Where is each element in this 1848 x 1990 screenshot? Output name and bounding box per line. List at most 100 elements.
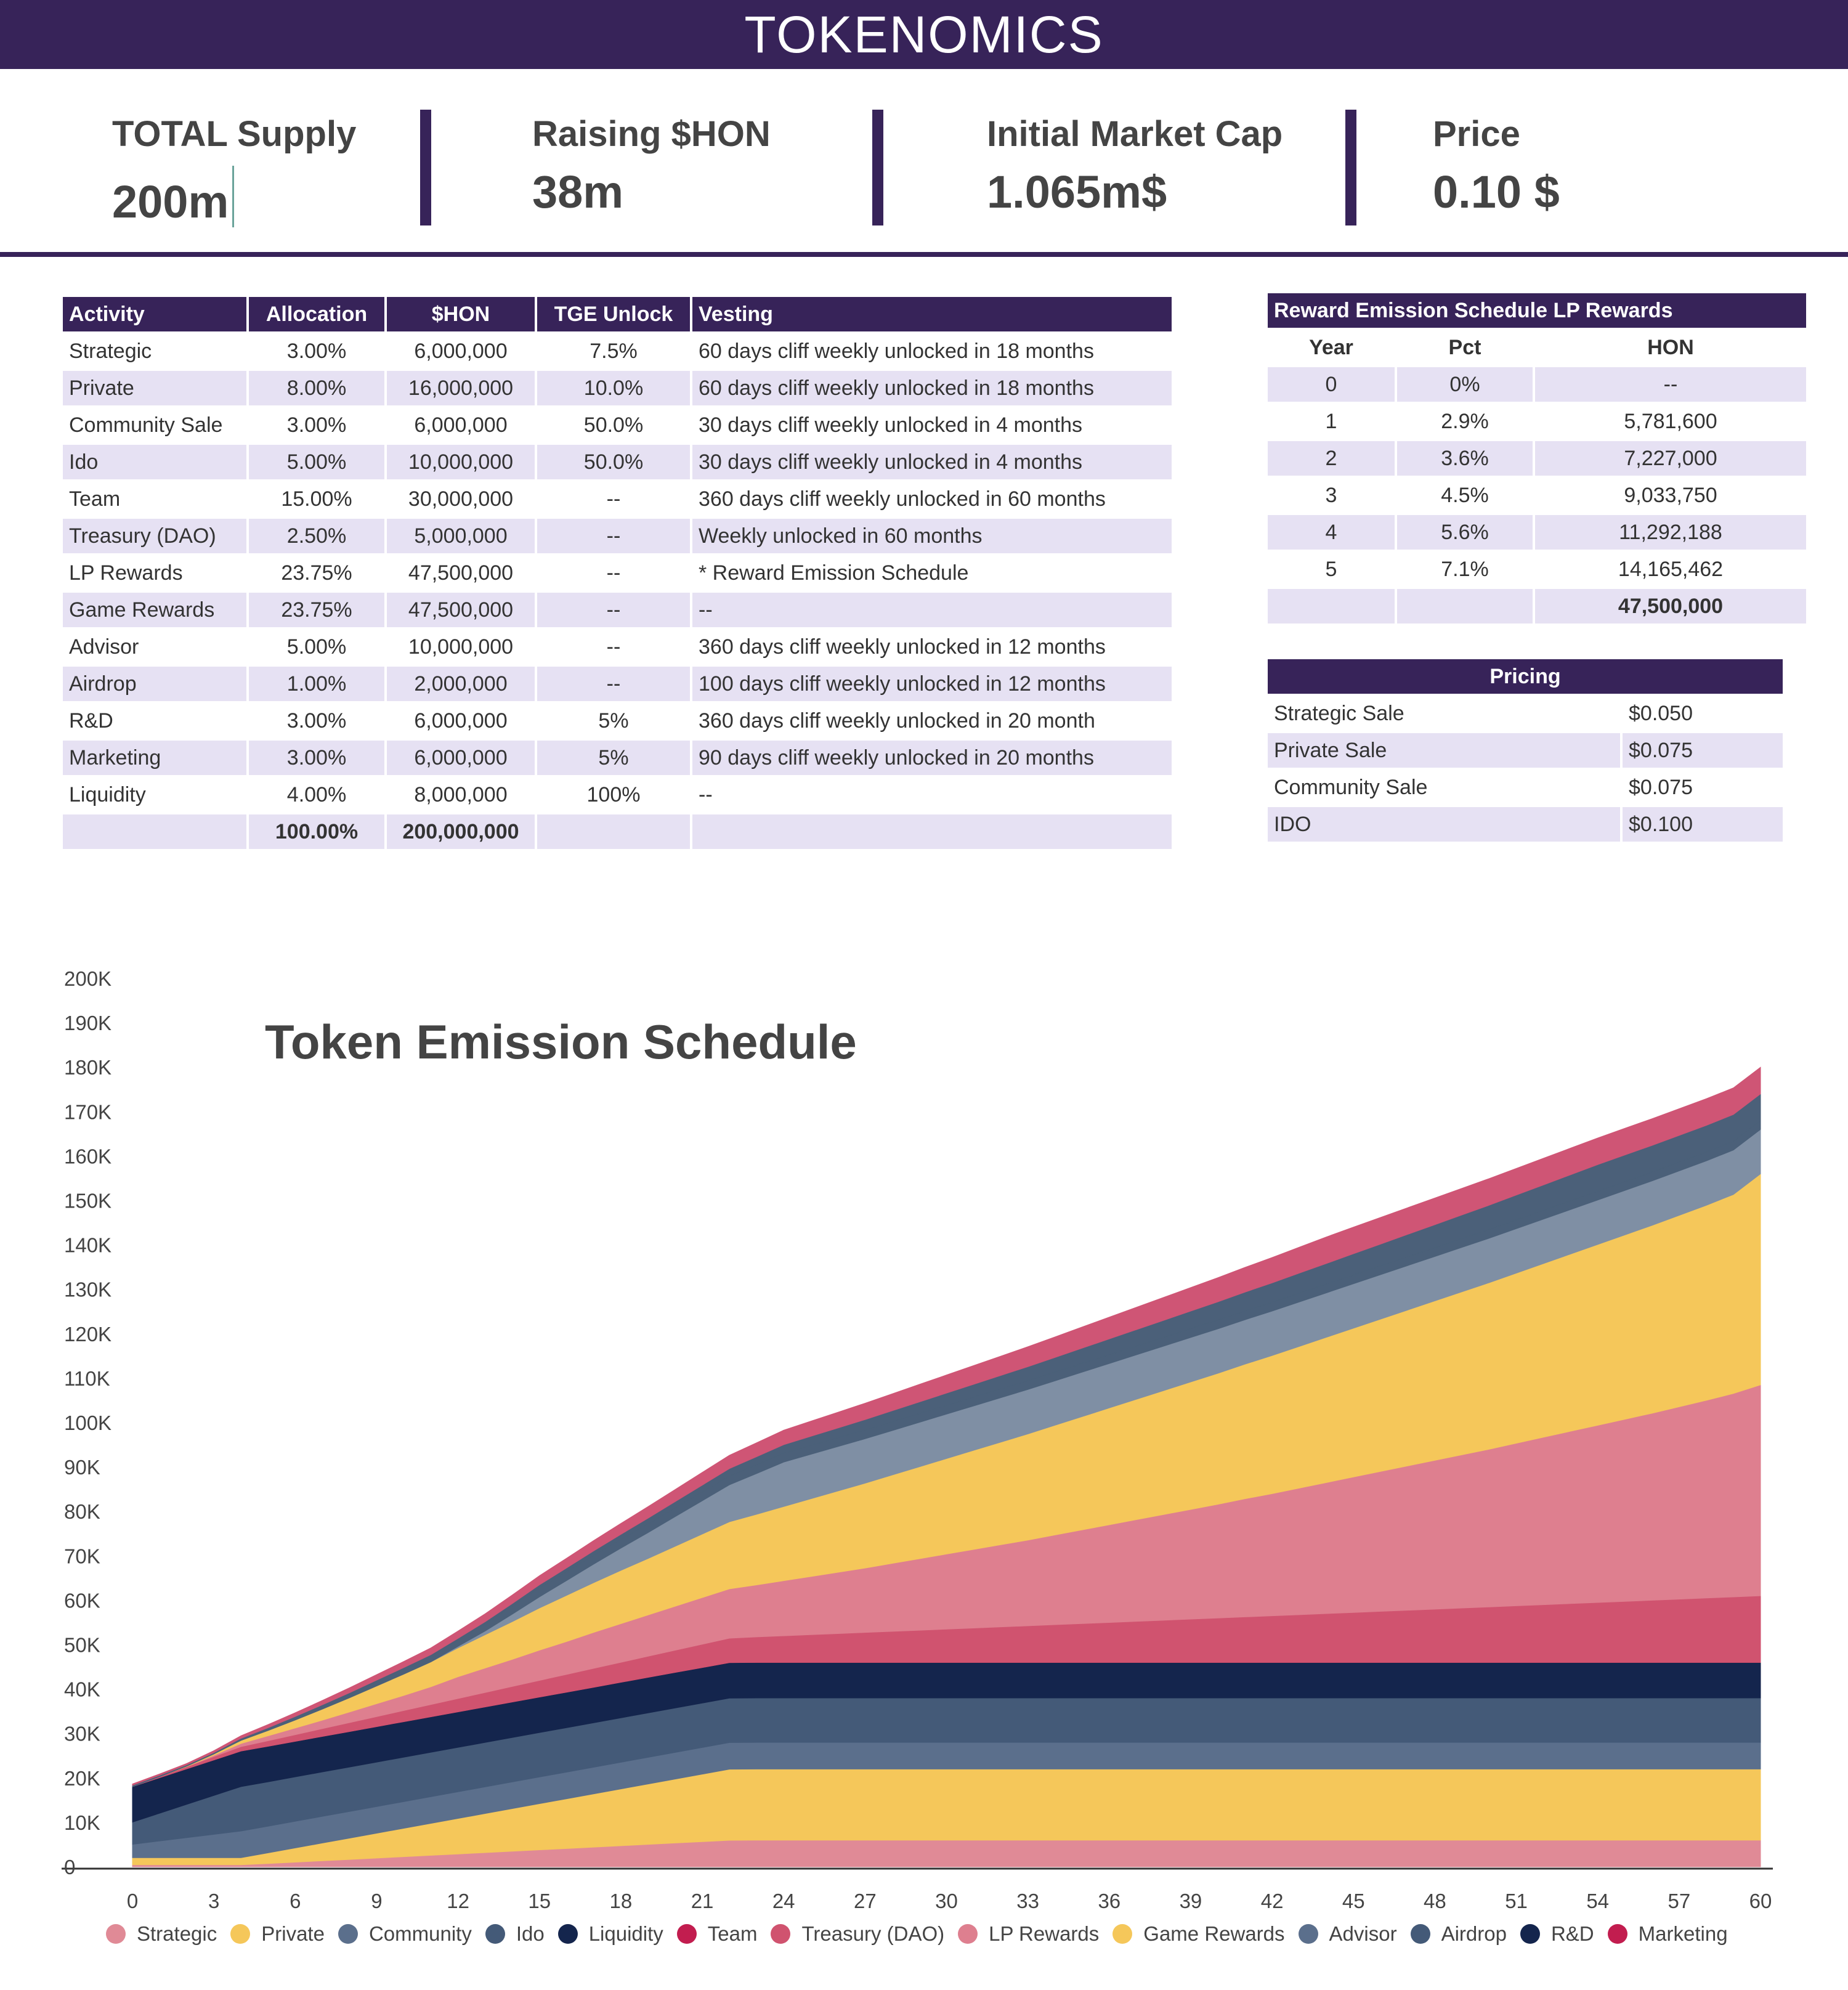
table-cell: 47,500,000 [387,593,535,630]
legend-swatch [1112,1924,1133,1944]
column-header: HON [1535,330,1806,367]
y-tick-label: 70K [64,1545,100,1567]
table-cell: 30 days cliff weekly unlocked in 4 month… [692,445,1172,482]
table-cell: 1 [1268,404,1395,441]
table-cell: 3 [1268,478,1395,515]
table-cell: 5,000,000 [387,519,535,556]
table-cell: 6,000,000 [387,334,535,371]
stat-label: Price [1433,114,1520,154]
y-tick-label: 190K [64,1012,111,1034]
table-cell: 360 days cliff weekly unlocked in 12 mon… [692,630,1172,667]
table-cell: $0.100 [1623,807,1783,844]
reward-emission-table: Reward Emission Schedule LP Rewards Year… [1265,293,1809,626]
legend-label: Liquidity [588,1922,663,1945]
table-cell: 6,000,000 [387,741,535,778]
table-row: Marketing 3.00% 6,000,000 5% 90 days cliff w… [63,741,1172,778]
total-cell [692,814,1172,851]
table-cell: 47,500,000 [387,556,535,593]
table-cell: 5% [537,741,690,778]
legend-label: Community [368,1922,472,1945]
table-cell: Strategic [63,334,246,371]
legend-item: Airdrop [1410,1922,1507,1946]
total-cell [1397,589,1533,626]
table-cell: 100% [537,778,690,814]
table-cell: 15.00% [249,482,384,519]
table-cell: 1.00% [249,667,384,704]
y-tick-label: 100K [64,1411,111,1434]
table-cell: -- [537,556,690,593]
table-cell: 360 days cliff weekly unlocked in 20 mon… [692,704,1172,741]
column-header: Activity [63,297,246,334]
table-row: Liquidity 4.00% 8,000,000 100% -- [63,778,1172,814]
legend-label: Treasury (DAO) [801,1922,945,1945]
x-tick-label: 18 [610,1890,633,1912]
table-row: Ido 5.00% 10,000,000 50.0% 30 days cliff wee… [63,445,1172,482]
x-tick-label: 42 [1261,1890,1284,1912]
column-header: TGE Unlock [537,297,690,334]
legend-label: Game Rewards [1143,1922,1285,1945]
chart-legend: Strategic Private Community Ido Liquidity Tea… [106,1922,1741,1946]
table-cell: 60 days cliff weekly unlocked in 18 mont… [692,371,1172,408]
table-cell: -- [537,667,690,704]
table-cell: Community Sale [1268,770,1620,807]
table-cell: Treasury (DAO) [63,519,246,556]
y-tick-label: 40K [64,1678,100,1701]
table-cell: * Reward Emission Schedule [692,556,1172,593]
table-cell: 5 [1268,552,1395,589]
table-cell: 6,000,000 [387,408,535,445]
table-cell: 2 [1268,441,1395,478]
table-cell: 10,000,000 [387,445,535,482]
legend-item: Ido [485,1922,545,1946]
table-cell: 3.00% [249,704,384,741]
table-row: 4 5.6% 11,292,188 [1268,515,1806,552]
area-series [132,1066,1761,1786]
table-row: Advisor 5.00% 10,000,000 -- 360 days cliff w… [63,630,1172,667]
x-tick-label: 51 [1505,1890,1528,1912]
table-row: IDO $0.100 [1268,807,1783,844]
y-tick-label: 50K [64,1634,100,1657]
stat-value: 200m [112,166,356,228]
table-cell: IDO [1268,807,1620,844]
table-row: Treasury (DAO) 2.50% 5,000,000 -- Weekly unl… [63,519,1172,556]
table-cell: LP Rewards [63,556,246,593]
table-row: Airdrop 1.00% 2,000,000 -- 100 days cliff we… [63,667,1172,704]
legend-label: R&D [1550,1922,1594,1945]
table-cell: 10,000,000 [387,630,535,667]
table-row: 1 2.9% 5,781,600 [1268,404,1806,441]
legend-label: LP Rewards [989,1922,1100,1945]
y-tick-label: 90K [64,1456,100,1479]
y-tick-label: 60K [64,1589,100,1612]
y-tick-label: 80K [64,1500,100,1523]
y-tick-label: 130K [64,1278,111,1301]
legend-swatch [958,1924,978,1944]
x-tick-label: 54 [1586,1890,1609,1912]
table-cell: 2,000,000 [387,667,535,704]
stat-value-text: 200m [112,176,229,227]
table-cell: 11,292,188 [1535,515,1806,552]
table-cell: Liquidity [63,778,246,814]
legend-item: Strategic [106,1922,217,1946]
table-cell: Private Sale [1268,733,1620,770]
table-row: 0 0% -- [1268,367,1806,404]
y-tick-label: 30K [64,1723,100,1745]
title-banner: TOKENOMICS [0,0,1848,69]
y-tick-label: 200K [64,967,111,990]
table-row: Community Sale 3.00% 6,000,000 50.0% 30 days… [63,408,1172,445]
legend-item: Community [338,1922,472,1946]
legend-swatch [1607,1924,1627,1944]
page-title: TOKENOMICS [744,5,1104,63]
table-cell: 0% [1397,367,1533,404]
y-tick-label: 120K [64,1323,111,1346]
reward-table-title: Reward Emission Schedule LP Rewards [1268,293,1806,330]
table-row: 2 3.6% 7,227,000 [1268,441,1806,478]
table-cell: Marketing [63,741,246,778]
table-row: Team 15.00% 30,000,000 -- 360 days cliff wee… [63,482,1172,519]
legend-item: Team [676,1922,757,1946]
table-row: Strategic Sale $0.050 [1268,696,1783,733]
table-cell: 4.00% [249,778,384,814]
table-row: 5 7.1% 14,165,462 [1268,552,1806,589]
column-header: Vesting [692,297,1172,334]
legend-swatch [485,1924,505,1944]
table-cell: 3.00% [249,334,384,371]
divider [872,110,883,225]
